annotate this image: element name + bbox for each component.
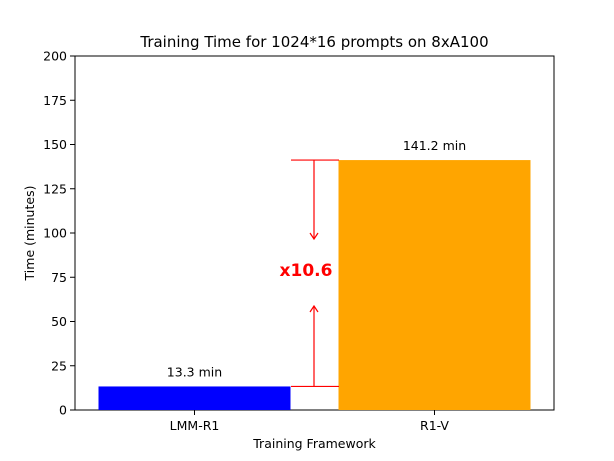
chart-title: Training Time for 1024*16 prompts on 8xA… [139,33,488,51]
x-tick-label: R1-V [420,418,449,433]
arrow-down-head [309,232,319,241]
bars: 13.3 min 141.2 min [98,138,531,410]
data-label: 13.3 min [167,364,222,379]
x-axis-title: Training Framework [252,436,376,451]
x-axis: LMM-R1 R1-V [170,410,449,433]
ratio-label: x10.6 [280,261,333,281]
ratio-annotation: x10.6 [280,159,339,388]
y-tick-label: 75 [51,270,67,285]
y-tick-label: 50 [51,314,67,329]
bar-lmm-r1 [98,386,291,410]
y-tick-label: 125 [43,181,67,196]
y-tick-label: 100 [43,226,67,241]
y-tick-label: 25 [51,358,67,373]
y-tick-label: 0 [59,403,67,418]
y-tick-label: 150 [43,137,67,152]
bar-r1-v [338,160,531,410]
y-tick-label: 175 [43,93,67,108]
x-tick-label: LMM-R1 [170,418,220,433]
y-tick-label: 200 [43,49,67,64]
y-axis: 0 25 50 75 100 125 150 175 200 [43,49,75,418]
data-label: 141.2 min [403,138,466,153]
y-axis-title: Time (minutes) [22,186,37,282]
arrow-up-head [309,304,319,313]
